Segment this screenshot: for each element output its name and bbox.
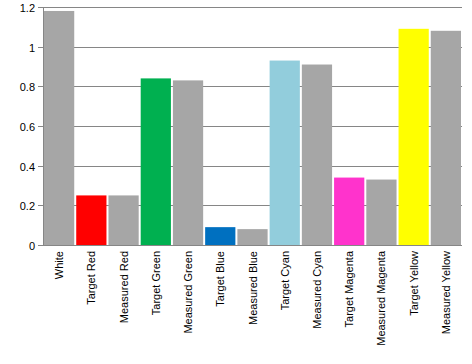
x-tick-label: Target Magenta	[343, 250, 355, 327]
y-tick-label: 1	[29, 42, 35, 54]
x-tick-label: Target Cyan	[279, 251, 291, 310]
tick-mark	[38, 47, 43, 48]
bar	[205, 227, 235, 245]
tick-mark	[38, 126, 43, 127]
tick-mark	[38, 86, 43, 87]
x-axis	[43, 245, 462, 246]
chart: 0 0.2 0.4 0.6 0.8 1 1.2 White Target Red Measured…	[0, 0, 472, 364]
bar	[108, 195, 138, 245]
bar	[270, 61, 300, 245]
x-tick-label: White	[53, 251, 65, 279]
y-tick-label: 0	[29, 240, 35, 252]
tick-mark	[38, 166, 43, 167]
x-tick-label: Measured Red	[118, 251, 130, 323]
y-tick-label: 0.2	[20, 200, 35, 212]
y-tick-label: 0.8	[20, 81, 35, 93]
tick-mark	[38, 7, 43, 8]
y-tick-label: 1.2	[20, 2, 35, 14]
grid-line	[43, 245, 462, 246]
bar	[366, 180, 396, 245]
x-tick-label: Target Green	[150, 251, 162, 315]
y-axis	[43, 7, 44, 245]
x-tick-label: Measured Cyan	[311, 251, 323, 329]
x-tick-label: Measured Blue	[247, 251, 259, 325]
x-tick-label: Target Red	[85, 251, 97, 305]
x-tick-label: Target Yellow	[408, 251, 420, 316]
bar	[76, 195, 106, 245]
bar	[173, 80, 203, 245]
grid-line	[43, 7, 462, 8]
x-tick-label: Measured Green	[182, 251, 194, 334]
tick-mark	[38, 205, 43, 206]
bar	[302, 65, 332, 245]
bar	[399, 29, 429, 245]
bar	[141, 78, 171, 245]
bar	[334, 178, 364, 245]
x-tick-label: Measured Magenta	[375, 250, 387, 346]
y-tick-label: 0.6	[20, 121, 35, 133]
y-tick-label: 0.4	[20, 161, 35, 173]
bars	[44, 11, 461, 245]
x-tick-label: Target Blue	[214, 251, 226, 307]
tick-mark	[38, 245, 43, 246]
chart-container: 0 0.2 0.4 0.6 0.8 1 1.2 White Target Red Measured…	[0, 0, 472, 364]
x-tick-label: Measured Yellow	[440, 251, 452, 334]
bar	[237, 229, 267, 245]
bar	[431, 31, 461, 245]
bar	[44, 11, 74, 245]
